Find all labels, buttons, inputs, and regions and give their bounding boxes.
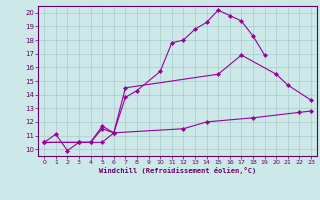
X-axis label: Windchill (Refroidissement éolien,°C): Windchill (Refroidissement éolien,°C) (99, 167, 256, 174)
